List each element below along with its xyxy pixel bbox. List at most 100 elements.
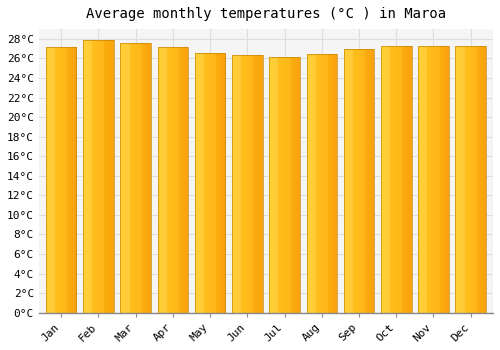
Bar: [483, 46, 484, 313]
Bar: [308, 55, 310, 313]
Bar: [381, 46, 382, 313]
Bar: [219, 52, 220, 313]
Bar: [322, 55, 323, 313]
Bar: [172, 47, 173, 313]
Bar: [306, 55, 308, 313]
Bar: [215, 52, 216, 313]
Bar: [383, 46, 384, 313]
Bar: [252, 55, 254, 313]
Bar: [325, 55, 326, 313]
Bar: [150, 43, 151, 313]
Bar: [138, 43, 140, 313]
Bar: [147, 43, 148, 313]
Bar: [110, 40, 111, 313]
Bar: [438, 46, 440, 313]
Bar: [128, 43, 130, 313]
Bar: [162, 47, 164, 313]
Bar: [46, 47, 76, 313]
Bar: [444, 46, 446, 313]
Bar: [258, 55, 260, 313]
Bar: [102, 40, 104, 313]
Bar: [239, 55, 240, 313]
Bar: [162, 47, 163, 313]
Bar: [464, 46, 465, 313]
Bar: [418, 46, 420, 313]
Bar: [132, 43, 134, 313]
Bar: [294, 57, 295, 313]
Bar: [46, 47, 47, 313]
Bar: [370, 49, 372, 313]
Bar: [183, 47, 184, 313]
Bar: [149, 43, 150, 313]
Bar: [357, 49, 358, 313]
Bar: [170, 47, 171, 313]
Bar: [349, 49, 350, 313]
Bar: [367, 49, 368, 313]
Bar: [148, 43, 149, 313]
Bar: [280, 57, 281, 313]
Bar: [323, 55, 324, 313]
Bar: [371, 49, 372, 313]
Bar: [346, 49, 347, 313]
Bar: [404, 46, 406, 313]
Bar: [330, 55, 331, 313]
Bar: [216, 52, 218, 313]
Bar: [64, 47, 66, 313]
Bar: [468, 46, 469, 313]
Bar: [294, 57, 296, 313]
Bar: [184, 47, 185, 313]
Bar: [124, 43, 126, 313]
Bar: [381, 46, 412, 313]
Bar: [84, 40, 86, 313]
Bar: [85, 40, 86, 313]
Bar: [202, 52, 203, 313]
Bar: [86, 40, 88, 313]
Bar: [331, 55, 332, 313]
Bar: [392, 46, 394, 313]
Bar: [61, 47, 62, 313]
Bar: [361, 49, 362, 313]
Bar: [276, 57, 278, 313]
Bar: [398, 46, 400, 313]
Bar: [462, 46, 463, 313]
Bar: [426, 46, 428, 313]
Bar: [288, 57, 289, 313]
Bar: [400, 46, 402, 313]
Bar: [168, 47, 169, 313]
Bar: [222, 52, 224, 313]
Bar: [352, 49, 353, 313]
Bar: [186, 47, 188, 313]
Bar: [171, 47, 172, 313]
Bar: [316, 55, 318, 313]
Bar: [144, 43, 145, 313]
Bar: [396, 46, 398, 313]
Bar: [368, 49, 370, 313]
Bar: [462, 46, 464, 313]
Bar: [243, 55, 244, 313]
Bar: [334, 55, 335, 313]
Bar: [385, 46, 386, 313]
Bar: [306, 55, 337, 313]
Bar: [112, 40, 114, 313]
Bar: [203, 52, 204, 313]
Bar: [284, 57, 286, 313]
Bar: [478, 46, 479, 313]
Bar: [296, 57, 297, 313]
Bar: [164, 47, 165, 313]
Bar: [250, 55, 252, 313]
Bar: [333, 55, 334, 313]
Bar: [460, 46, 462, 313]
Bar: [434, 46, 436, 313]
Bar: [96, 40, 98, 313]
Bar: [360, 49, 361, 313]
Bar: [324, 55, 325, 313]
Bar: [365, 49, 366, 313]
Bar: [54, 47, 55, 313]
Bar: [211, 52, 212, 313]
Bar: [474, 46, 475, 313]
Bar: [475, 46, 476, 313]
Bar: [481, 46, 482, 313]
Bar: [408, 46, 410, 313]
Bar: [382, 46, 383, 313]
Bar: [485, 46, 486, 313]
